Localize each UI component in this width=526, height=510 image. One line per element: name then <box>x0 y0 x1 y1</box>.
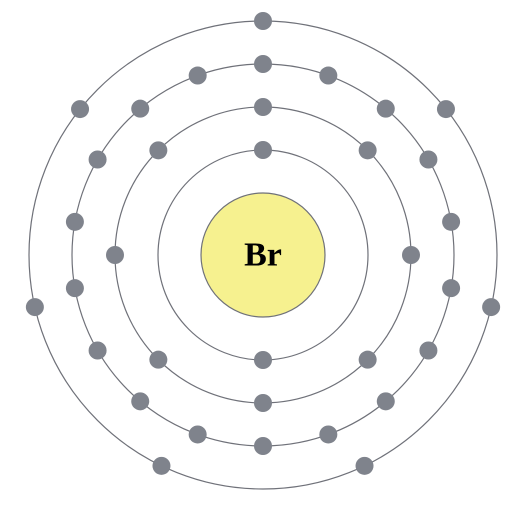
electron-shell2-2 <box>359 141 377 159</box>
electron-shell3-5 <box>442 213 460 231</box>
electron-shell4-7 <box>71 100 89 118</box>
electron-shell3-10 <box>254 437 272 455</box>
electron-shell4-5 <box>152 457 170 475</box>
electron-shell3-16 <box>89 151 107 169</box>
electron-shell4-6 <box>26 298 44 316</box>
electron-shell3-15 <box>66 213 84 231</box>
electron-shell2-7 <box>106 246 124 264</box>
electron-shell3-13 <box>89 342 107 360</box>
electron-shell1-2 <box>254 351 272 369</box>
electron-shell2-4 <box>359 351 377 369</box>
electron-shell3-6 <box>442 279 460 297</box>
electron-shell2-1 <box>254 98 272 116</box>
electron-shell2-6 <box>149 351 167 369</box>
bohr-diagram: Br <box>0 0 526 510</box>
electron-shell3-1 <box>254 55 272 73</box>
electron-shell3-3 <box>377 100 395 118</box>
electron-shell4-3 <box>482 298 500 316</box>
electron-shell3-4 <box>419 151 437 169</box>
electron-shell3-11 <box>189 425 207 443</box>
electron-shell4-1 <box>254 12 272 30</box>
electron-shell4-2 <box>437 100 455 118</box>
electron-shell3-9 <box>319 425 337 443</box>
electron-shell4-4 <box>356 457 374 475</box>
electron-shell3-2 <box>319 67 337 85</box>
electron-shell3-18 <box>189 67 207 85</box>
electron-shell1-1 <box>254 141 272 159</box>
element-symbol: Br <box>244 237 282 274</box>
electron-shell3-14 <box>66 279 84 297</box>
electron-shell2-5 <box>254 394 272 412</box>
electron-shell3-8 <box>377 392 395 410</box>
electron-shell3-12 <box>131 392 149 410</box>
electron-shell2-8 <box>149 141 167 159</box>
electron-shell3-17 <box>131 100 149 118</box>
electron-shell2-3 <box>402 246 420 264</box>
electron-shell3-7 <box>419 342 437 360</box>
